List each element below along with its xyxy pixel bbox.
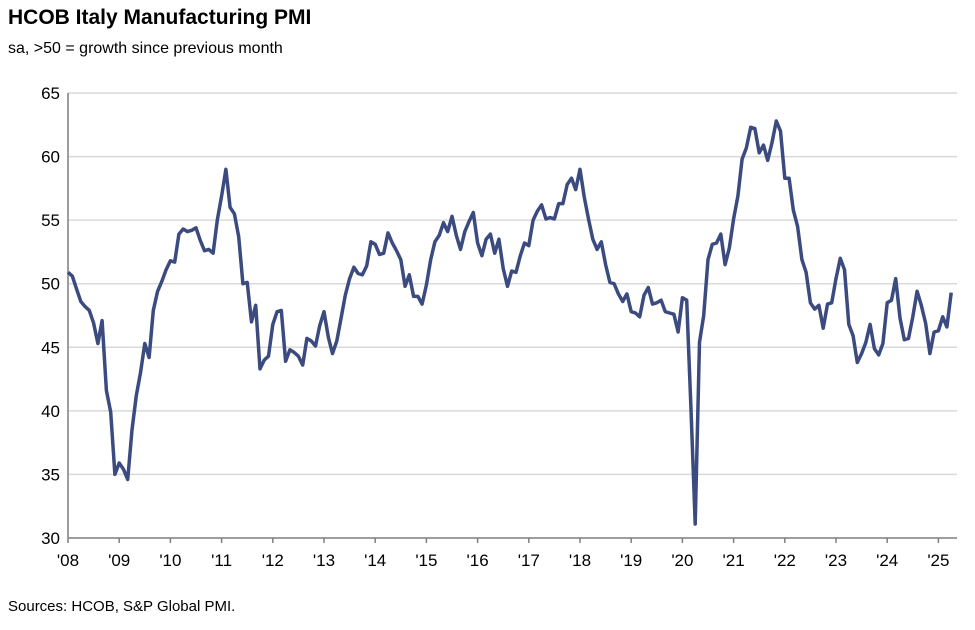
- x-tick-label: '20: [671, 551, 693, 570]
- x-tick-label: '21: [723, 551, 745, 570]
- x-tick-label: '15: [415, 551, 437, 570]
- pmi-series-line: [66, 119, 953, 526]
- x-tick-label: '23: [825, 551, 847, 570]
- y-tick-label: 30: [41, 529, 60, 548]
- y-tick-label: 35: [41, 465, 60, 484]
- x-tick-label: '24: [876, 551, 898, 570]
- x-tick-label: '18: [569, 551, 591, 570]
- x-tick-label: '10: [159, 551, 181, 570]
- x-tick-label: '11: [211, 551, 232, 570]
- x-tick-label: '19: [620, 551, 642, 570]
- x-tick-label: '12: [262, 551, 284, 570]
- y-tick-label: 65: [41, 84, 60, 103]
- y-tick-label: 50: [41, 275, 60, 294]
- x-tick-label: '25: [927, 551, 949, 570]
- x-tick-label: '16: [467, 551, 489, 570]
- y-tick-label: 60: [41, 148, 60, 167]
- x-tick-label: '14: [364, 551, 386, 570]
- y-tick-label: 45: [41, 338, 60, 357]
- x-tick-label: '17: [518, 551, 540, 570]
- y-tick-label: 40: [41, 402, 60, 421]
- chart-title: HCOB Italy Manufacturing PMI: [8, 6, 312, 29]
- x-tick-label: '08: [57, 551, 79, 570]
- chart-source: Sources: HCOB, S&P Global PMI.: [8, 598, 236, 615]
- y-tick-label: 55: [41, 211, 60, 230]
- x-tick-label: '13: [313, 551, 335, 570]
- x-tick-label: '09: [108, 551, 130, 570]
- chart-subtitle: sa, >50 = growth since previous month: [8, 40, 283, 57]
- x-tick-label: '22: [774, 551, 796, 570]
